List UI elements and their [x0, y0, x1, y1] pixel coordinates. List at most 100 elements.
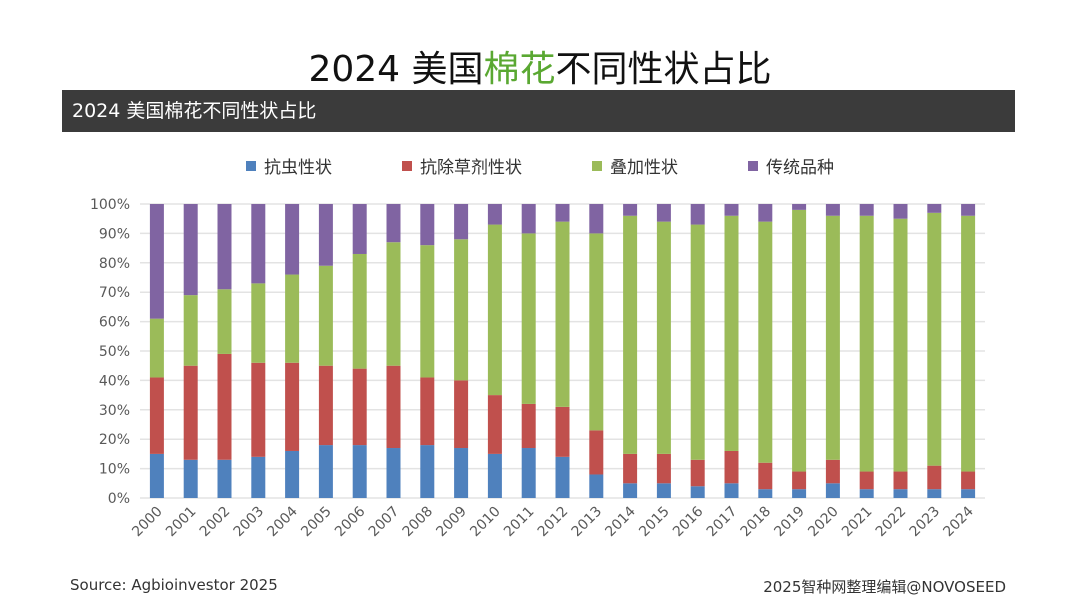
bar-segment [690, 486, 705, 498]
y-tick-label: 90% [99, 226, 130, 242]
legend-item: 传统品种 [748, 153, 834, 178]
legend-label: 传统品种 [766, 158, 834, 178]
x-tick-label: 2002 [197, 504, 234, 541]
y-tick-label: 100% [90, 197, 130, 213]
bar-segment [961, 215, 976, 472]
bar-segment [318, 445, 333, 498]
bar-segment [454, 448, 469, 498]
x-tick-label: 2014 [602, 503, 639, 540]
bar-segment [420, 245, 435, 378]
bar-segment [555, 204, 570, 222]
x-tick-label: 2019 [771, 504, 808, 541]
bar-segment [656, 204, 671, 222]
credit-note: 2025智种网整理编辑@NOVOSEED [763, 578, 1006, 596]
bar-segment [690, 224, 705, 460]
bar-segment [386, 448, 401, 498]
bar-segment [352, 253, 367, 369]
legend-swatch [592, 160, 602, 171]
bar-segment [420, 377, 435, 446]
title-pre: 2024 美国 [308, 49, 484, 90]
bar-segment [589, 430, 604, 475]
title-post: 不同性状占比 [555, 49, 772, 90]
bar-segment [792, 471, 807, 490]
bar-segment [656, 221, 671, 454]
x-tick-label: 2017 [704, 504, 741, 541]
legend-swatch [402, 160, 412, 171]
legend-label: 抗虫性状 [264, 158, 332, 178]
bar-segment [251, 283, 266, 363]
bar-segment [825, 215, 840, 460]
x-tick-label: 2007 [366, 504, 403, 541]
y-tick-label: 70% [99, 285, 130, 301]
x-tick-label: 2001 [163, 504, 200, 541]
bar-segment [623, 204, 638, 216]
bar-segment [555, 406, 570, 457]
bar-segment [183, 459, 198, 498]
bar-segment [656, 483, 671, 498]
bar-segment [183, 365, 198, 460]
legend-item: 抗虫性状 [246, 153, 332, 178]
bar-segment [521, 204, 536, 234]
bar-segment [589, 233, 604, 431]
bar-segment [251, 362, 266, 457]
x-tick-label: 2015 [636, 504, 673, 541]
bar-segment [251, 456, 266, 498]
legend-swatch [246, 160, 256, 171]
bar-segment [893, 204, 908, 219]
y-tick-label: 0% [108, 491, 130, 507]
y-tick-label: 50% [99, 344, 130, 360]
bar-segment [285, 204, 300, 275]
x-tick-label: 2000 [129, 504, 166, 541]
bar-segment [859, 489, 874, 498]
y-tick-label: 80% [99, 256, 130, 272]
bar-segment [487, 224, 502, 396]
bar-segment [521, 448, 536, 498]
bar-segment [285, 450, 300, 498]
bar-segment [420, 445, 435, 498]
bar-segment [386, 242, 401, 366]
bar-segment [792, 489, 807, 498]
x-tick-label: 2003 [231, 504, 268, 541]
bar-segment [825, 459, 840, 484]
bar-segment [792, 204, 807, 210]
bar-segment [149, 453, 164, 498]
bar-segment [893, 471, 908, 490]
bar-segment [454, 239, 469, 381]
bar-segment [825, 204, 840, 216]
legend-label: 叠加性状 [610, 158, 678, 178]
bar-segment [623, 215, 638, 454]
bar-segment [217, 289, 232, 354]
bar-segment [487, 204, 502, 225]
bar-segment [927, 465, 942, 490]
x-tick-label: 2024 [940, 503, 977, 540]
y-tick-label: 30% [99, 403, 130, 419]
bar-segment [217, 459, 232, 498]
x-tick-label: 2018 [738, 504, 775, 541]
bar-segment [724, 215, 739, 451]
bar-segment [555, 456, 570, 498]
bar-segment [217, 353, 232, 460]
bar-segment [487, 395, 502, 454]
bar-segment [149, 318, 164, 378]
bar-segment [724, 450, 739, 484]
legend: 抗虫性状 抗除草剂性状 叠加性状 传统品种 [0, 153, 1080, 178]
bar-segment [454, 204, 469, 240]
bar-segment [859, 471, 874, 490]
source-note: Source: Agbioinvestor 2025 [70, 576, 278, 594]
bar-segment [352, 445, 367, 498]
bar-segment [386, 204, 401, 243]
bar-segment [183, 204, 198, 296]
bar-segment [893, 218, 908, 472]
bar-segment [623, 453, 638, 484]
bar-segment [859, 204, 874, 216]
x-tick-label: 2011 [501, 504, 538, 541]
bar-segment [285, 362, 300, 451]
page-title: 2024 美国棉花不同性状占比 [0, 40, 1080, 92]
bar-segment [352, 204, 367, 254]
bar-segment [961, 204, 976, 216]
bar-segment [318, 265, 333, 366]
bar-segment [217, 204, 232, 290]
x-tick-label: 2020 [805, 504, 842, 541]
bar-segment [623, 483, 638, 498]
y-tick-label: 10% [99, 462, 130, 478]
